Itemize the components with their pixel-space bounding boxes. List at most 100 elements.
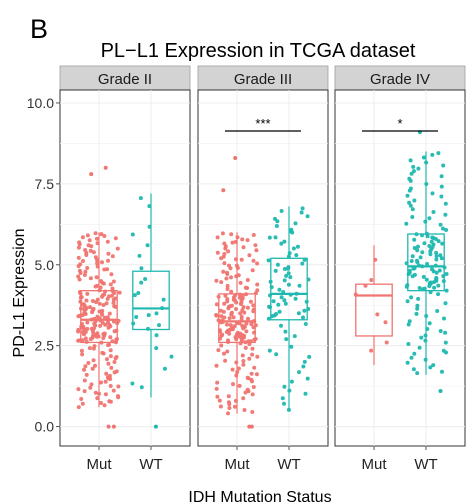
data-point <box>415 259 419 263</box>
data-point <box>80 295 84 299</box>
data-point <box>111 287 115 291</box>
y-tick-label: 2.5 <box>35 338 55 354</box>
data-point <box>229 275 233 279</box>
facet-panel: Grade II Mut WT <box>60 66 190 473</box>
outlier-point <box>221 188 225 192</box>
data-point <box>85 340 89 344</box>
data-point <box>354 293 358 297</box>
data-point <box>436 151 440 155</box>
data-point <box>227 400 231 404</box>
data-point <box>93 364 97 368</box>
data-point <box>268 349 272 353</box>
data-point <box>274 235 278 239</box>
data-point <box>430 236 434 240</box>
data-point <box>114 236 118 240</box>
outlier-point <box>439 389 443 393</box>
data-point <box>436 292 440 296</box>
outlier-point <box>104 166 108 170</box>
data-point <box>109 282 113 286</box>
data-point <box>85 299 89 303</box>
data-point <box>252 331 256 335</box>
data-point <box>409 187 413 191</box>
data-point <box>441 164 445 168</box>
data-point <box>445 289 449 293</box>
data-point <box>304 392 308 396</box>
data-point <box>409 158 413 162</box>
facet-strip-label: Grade III <box>234 71 292 88</box>
data-point <box>215 387 219 391</box>
data-point <box>435 309 439 313</box>
data-point <box>94 391 98 395</box>
data-point <box>369 278 373 282</box>
data-point <box>424 161 428 165</box>
data-point <box>304 322 308 326</box>
data-point <box>246 376 250 380</box>
data-point <box>244 292 248 296</box>
data-point <box>231 241 235 245</box>
data-point <box>163 367 167 371</box>
data-point <box>307 355 311 359</box>
data-point <box>112 389 116 393</box>
data-point <box>109 272 113 276</box>
data-point <box>103 403 107 407</box>
data-point <box>442 279 446 283</box>
data-point <box>251 392 255 396</box>
data-point <box>115 369 119 373</box>
data-point <box>99 401 103 405</box>
data-point <box>106 362 110 366</box>
data-point <box>268 236 272 240</box>
data-point <box>215 395 219 399</box>
outlier-point <box>154 425 158 429</box>
data-point <box>284 337 288 341</box>
data-point <box>364 284 368 288</box>
data-point <box>115 337 119 341</box>
outlier-point <box>112 425 116 429</box>
data-point <box>277 288 281 292</box>
data-point <box>155 311 159 315</box>
data-point <box>106 315 110 319</box>
data-point <box>130 382 134 386</box>
data-point <box>106 252 110 256</box>
data-point <box>440 370 444 374</box>
data-point <box>384 320 388 324</box>
data-point <box>113 360 117 364</box>
data-point <box>282 298 286 302</box>
data-point <box>139 281 143 285</box>
data-point <box>218 399 222 403</box>
data-point <box>139 266 143 270</box>
data-point <box>225 297 229 301</box>
data-point <box>274 312 278 316</box>
data-point <box>243 408 247 412</box>
data-point <box>226 411 230 415</box>
data-point <box>170 355 174 359</box>
data-point <box>115 355 119 359</box>
data-point <box>292 247 296 251</box>
data-point <box>289 293 293 297</box>
data-point <box>244 286 248 290</box>
data-point <box>410 259 414 263</box>
data-point <box>242 245 246 249</box>
data-point <box>251 347 255 351</box>
data-point <box>88 238 92 242</box>
data-point <box>215 381 219 385</box>
data-point <box>244 329 248 333</box>
data-point <box>242 305 246 309</box>
data-point <box>146 243 150 247</box>
data-point <box>294 221 298 225</box>
data-point <box>234 307 238 311</box>
data-point <box>423 339 427 343</box>
facet-panel: Grade IV Mut WT * <box>335 66 465 473</box>
data-point <box>411 165 415 169</box>
data-point <box>88 386 92 390</box>
data-point <box>238 384 242 388</box>
data-point <box>116 247 120 251</box>
y-tick-label: 0.0 <box>35 419 55 435</box>
y-axis-title: PD-L1 Expression <box>11 229 28 358</box>
data-point <box>441 274 445 278</box>
data-point <box>436 284 440 288</box>
data-point <box>422 156 426 160</box>
data-point <box>95 331 99 335</box>
data-point <box>416 297 420 301</box>
data-point <box>231 368 235 372</box>
data-point <box>444 202 448 206</box>
